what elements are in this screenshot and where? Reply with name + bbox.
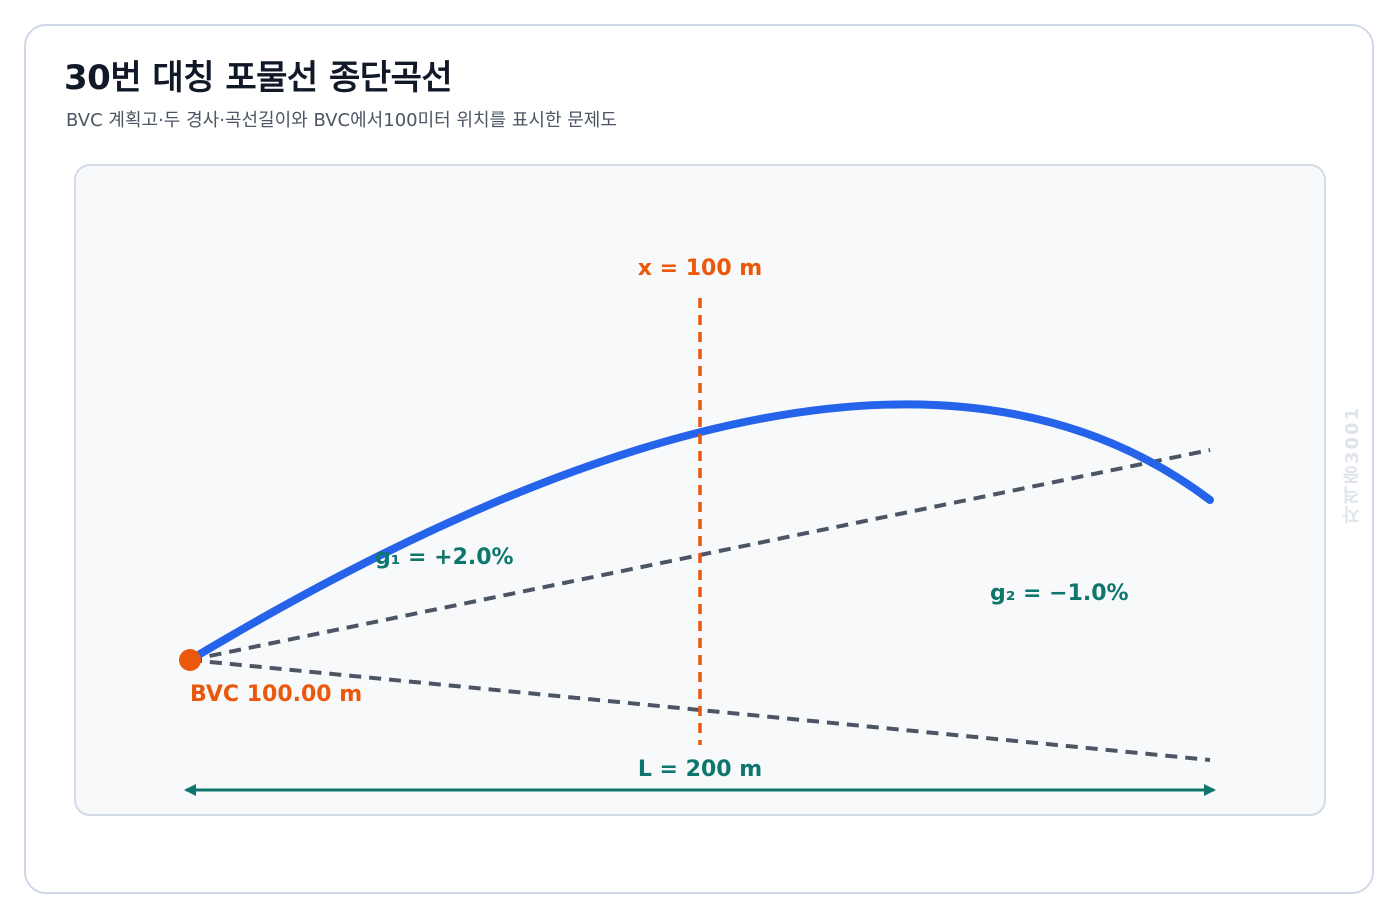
parabolic-curve: [186, 400, 1214, 664]
watermark-text: 자격증3001: [1342, 405, 1363, 525]
grade-line-g2: [189, 658, 1211, 762]
page-subtitle: BVC 계획고·두 경사·곡선길이와 BVC에서100미터 위치를 표시한 문제…: [66, 110, 617, 131]
grade-g2-label: g₂ = −1.0%: [990, 581, 1129, 606]
grade-g1-label: g₁ = +2.0%: [375, 545, 514, 570]
bvc-elevation-label: BVC 100.00 m: [190, 682, 362, 707]
page-title: 30번 대칭 포물선 종단곡선: [64, 58, 453, 98]
curve-length-label: L = 200 m: [638, 757, 762, 782]
station-label: x = 100 m: [638, 256, 762, 281]
bvc-point: [179, 649, 201, 671]
